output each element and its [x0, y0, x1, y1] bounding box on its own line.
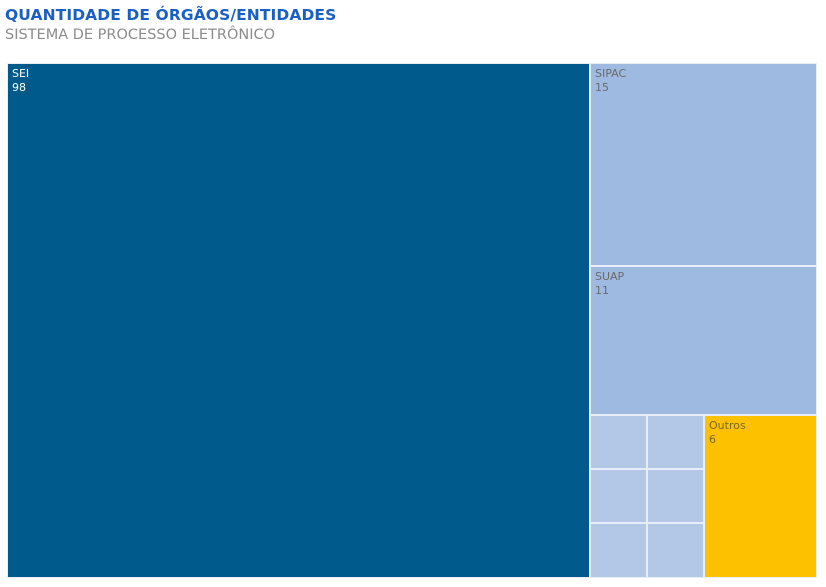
treemap-cell-sipac[interactable]: SIPAC 15	[590, 63, 817, 266]
treemap-cell-small[interactable]	[590, 523, 647, 578]
cell-value: 98	[12, 81, 26, 94]
treemap-cell-suap[interactable]: SUAP 11	[590, 266, 817, 415]
cell-value: 6	[709, 433, 716, 446]
treemap-cell-outros[interactable]: Outros 6	[704, 415, 817, 578]
cell-label: SEI	[12, 67, 30, 80]
cell-value: 15	[595, 81, 609, 94]
cell-label: SUAP	[595, 270, 625, 283]
treemap-cell-small[interactable]	[590, 415, 647, 469]
cell-label: Outros	[709, 419, 746, 432]
treemap-cell-small[interactable]	[590, 469, 647, 523]
treemap: SEI 98 SIPAC 15 SUAP 11 Outros 6	[7, 63, 817, 578]
treemap-cell-small[interactable]	[647, 415, 704, 469]
chart-title: QUANTIDADE DE ÓRGÃOS/ENTIDADES	[5, 6, 337, 24]
chart-subtitle: SISTEMA DE PROCESSO ELETRÔNICO	[5, 27, 276, 43]
treemap-cell-small[interactable]	[647, 469, 704, 523]
cell-value: 11	[595, 284, 609, 297]
cell-label: SIPAC	[595, 67, 627, 80]
treemap-cell-small[interactable]	[647, 523, 704, 578]
treemap-cell-sei[interactable]: SEI 98	[7, 63, 590, 578]
